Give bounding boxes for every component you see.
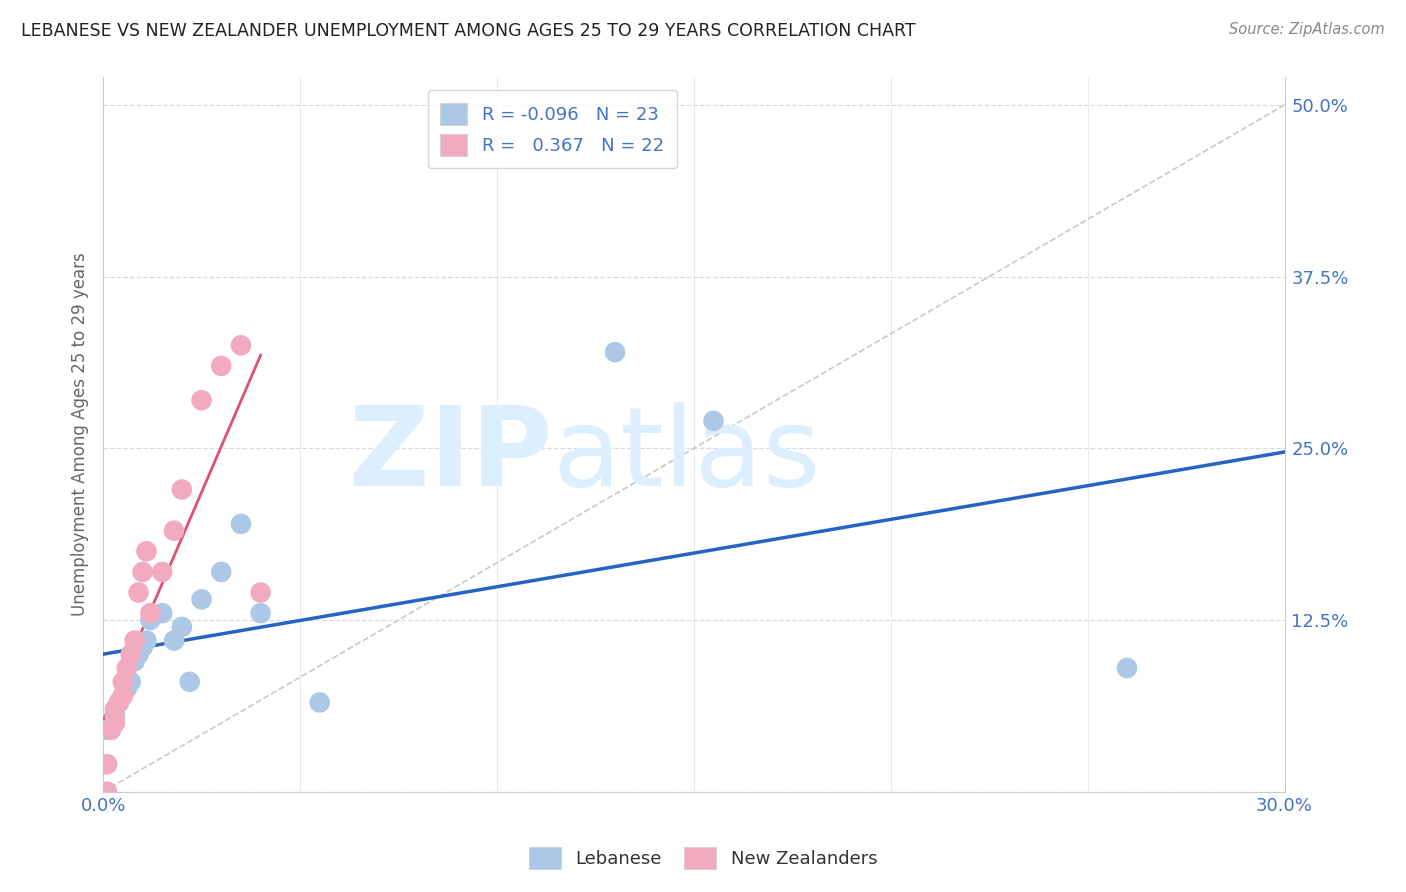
Point [603,345,626,359]
Point [170,483,193,497]
Point [96,757,118,772]
Point [139,613,162,627]
Point [104,709,127,723]
Point [249,585,271,599]
Point [108,695,131,709]
Point [139,606,162,620]
Point [249,606,271,620]
Point [150,606,173,620]
Point [124,633,146,648]
Y-axis label: Unemployment Among Ages 25 to 29 years: Unemployment Among Ages 25 to 29 years [72,252,89,616]
Point [179,674,201,689]
Text: Source: ZipAtlas.com: Source: ZipAtlas.com [1229,22,1385,37]
Legend: R = -0.096   N = 23, R =   0.367   N = 22: R = -0.096 N = 23, R = 0.367 N = 22 [427,90,676,169]
Point [163,524,186,538]
Text: LEBANESE VS NEW ZEALANDER UNEMPLOYMENT AMONG AGES 25 TO 29 YEARS CORRELATION CHA: LEBANESE VS NEW ZEALANDER UNEMPLOYMENT A… [21,22,915,40]
Point [1116,661,1139,675]
Point [120,674,142,689]
Point [96,723,118,737]
Text: atlas: atlas [553,402,821,509]
Point [108,695,131,709]
Point [100,723,122,737]
Point [163,633,186,648]
Point [229,516,252,531]
Point [111,674,134,689]
Point [209,359,232,373]
Point [170,620,193,634]
Point [104,702,127,716]
Point [209,565,232,579]
Point [190,592,212,607]
Point [104,716,127,731]
Point [120,648,142,662]
Legend: Lebanese, New Zealanders: Lebanese, New Zealanders [520,838,886,879]
Point [190,393,212,408]
Point [131,565,153,579]
Point [128,648,150,662]
Point [308,695,330,709]
Point [150,565,173,579]
Point [135,633,157,648]
Point [131,640,153,655]
Point [96,785,118,799]
Point [111,689,134,703]
Point [115,681,138,696]
Text: ZIP: ZIP [349,402,553,509]
Point [111,689,134,703]
Point [124,654,146,668]
Point [115,661,138,675]
Point [702,414,724,428]
Point [229,338,252,352]
Point [135,544,157,558]
Point [128,585,150,599]
